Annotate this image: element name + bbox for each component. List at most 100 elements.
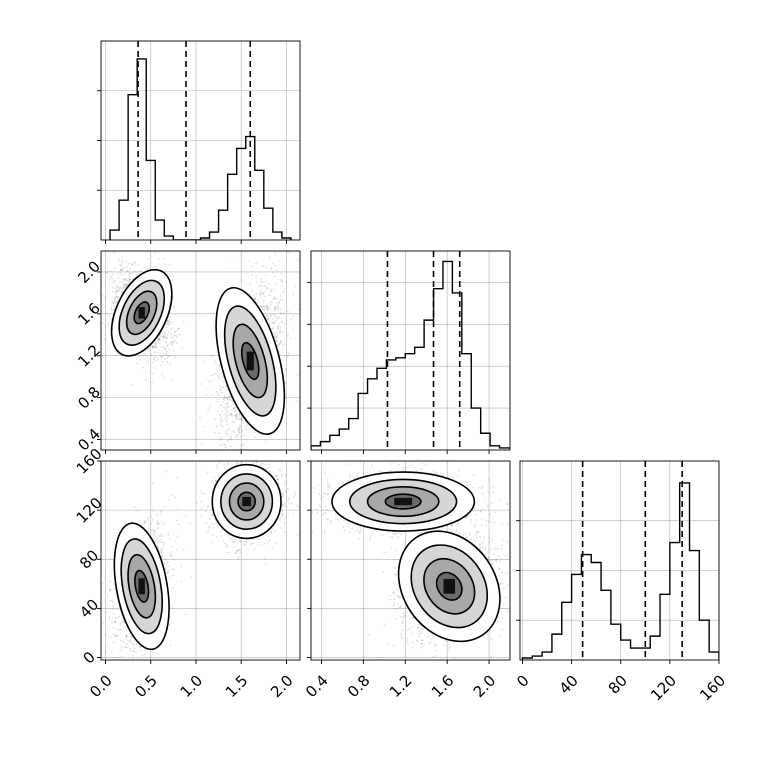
scatter-point bbox=[220, 416, 223, 419]
scatter-point bbox=[282, 291, 285, 293]
scatter-point bbox=[144, 350, 147, 353]
scatter-point bbox=[106, 595, 109, 598]
scatter-point bbox=[282, 280, 284, 282]
scatter-point bbox=[158, 338, 160, 340]
scatter-point bbox=[225, 430, 228, 432]
scatter-point bbox=[273, 307, 276, 310]
scatter-point bbox=[115, 285, 118, 288]
scatter-point bbox=[153, 357, 155, 359]
scatter-point bbox=[122, 281, 124, 283]
scatter-point bbox=[209, 518, 211, 520]
scatter-point bbox=[255, 262, 258, 265]
scatter-point bbox=[119, 622, 122, 625]
scatter-point bbox=[125, 635, 128, 638]
scatter-point bbox=[156, 513, 158, 516]
scatter-point bbox=[230, 413, 233, 416]
scatter-point bbox=[144, 668, 146, 670]
scatter-point bbox=[152, 662, 154, 664]
scatter-point bbox=[279, 517, 281, 520]
scatter-point bbox=[152, 482, 154, 485]
scatter-point bbox=[109, 558, 112, 561]
scatter-point bbox=[238, 426, 241, 428]
scatter-point bbox=[140, 646, 142, 649]
scatter-point bbox=[257, 299, 259, 302]
scatter-point bbox=[175, 519, 178, 522]
scatter-point bbox=[124, 521, 127, 524]
scatter-point bbox=[156, 538, 159, 541]
scatter-point bbox=[162, 346, 165, 349]
scatter-point bbox=[153, 510, 156, 512]
scatter-point bbox=[292, 329, 294, 332]
scatter-point bbox=[216, 398, 219, 401]
x-tick-label: 2.0 bbox=[267, 672, 297, 702]
scatter-point bbox=[233, 541, 236, 543]
scatter-point bbox=[239, 453, 241, 455]
scatter-point bbox=[270, 290, 272, 292]
scatter-point bbox=[234, 410, 237, 412]
scatter-point bbox=[275, 297, 278, 300]
scatter-point bbox=[276, 340, 278, 343]
scatter-point bbox=[113, 251, 116, 254]
scatter-point bbox=[213, 362, 216, 364]
scatter-point bbox=[174, 496, 177, 498]
scatter-point bbox=[160, 356, 163, 358]
scatter-point bbox=[166, 571, 169, 574]
scatter-point bbox=[115, 289, 117, 292]
scatter-point bbox=[169, 316, 172, 319]
panel-frame bbox=[100, 250, 301, 451]
scatter-point bbox=[175, 329, 178, 332]
scatter-point bbox=[278, 302, 280, 304]
scatter-point bbox=[120, 264, 123, 267]
scatter-point bbox=[114, 297, 117, 299]
scatter-point bbox=[143, 521, 146, 524]
scatter-point bbox=[134, 270, 136, 273]
scatter-point bbox=[266, 306, 269, 309]
scatter-point bbox=[133, 650, 136, 653]
histogram-step-line bbox=[311, 260, 510, 450]
scatter-point bbox=[120, 259, 123, 261]
scatter-point bbox=[163, 335, 165, 338]
panel-frame bbox=[310, 250, 511, 451]
scatter-point bbox=[144, 649, 147, 651]
scatter-point bbox=[152, 346, 154, 349]
scatter-point bbox=[275, 335, 278, 338]
scatter-point bbox=[160, 551, 163, 554]
scatter-point bbox=[220, 530, 223, 532]
scatter-point bbox=[169, 341, 172, 344]
scatter-point bbox=[181, 347, 184, 350]
scatter-point bbox=[225, 416, 228, 418]
scatter-point bbox=[145, 379, 148, 381]
scatter-point bbox=[164, 568, 167, 571]
scatter-point bbox=[127, 262, 130, 265]
scatter-point bbox=[158, 523, 161, 525]
scatter-point bbox=[172, 574, 175, 577]
scatter-point bbox=[106, 313, 109, 315]
scatter-point bbox=[219, 436, 222, 439]
scatter-point bbox=[238, 432, 241, 434]
scatter-point bbox=[162, 336, 165, 339]
scatter-point bbox=[163, 556, 166, 559]
scatter-point bbox=[229, 412, 232, 415]
scatter-point bbox=[231, 414, 234, 417]
scatter-point bbox=[219, 421, 222, 424]
scatter-point bbox=[239, 551, 242, 554]
scatter-point bbox=[280, 341, 282, 344]
scatter-point bbox=[110, 599, 112, 602]
scatter-point bbox=[276, 317, 279, 319]
scatter-point bbox=[250, 265, 253, 268]
scatter-point bbox=[173, 540, 176, 542]
scatter-point bbox=[286, 500, 289, 503]
scatter-point bbox=[169, 644, 172, 647]
scatter-point bbox=[222, 398, 225, 401]
scatter-point bbox=[227, 428, 230, 431]
scatter-point bbox=[273, 298, 275, 301]
scatter-point bbox=[163, 352, 165, 355]
scatter-point bbox=[161, 373, 164, 376]
scatter-point bbox=[107, 323, 110, 326]
scatter-point bbox=[123, 286, 126, 288]
scatter-point bbox=[159, 535, 162, 538]
scatter-point bbox=[272, 326, 275, 329]
scatter-point bbox=[277, 344, 279, 347]
scatter-point bbox=[220, 371, 223, 374]
scatter-point bbox=[174, 331, 176, 333]
